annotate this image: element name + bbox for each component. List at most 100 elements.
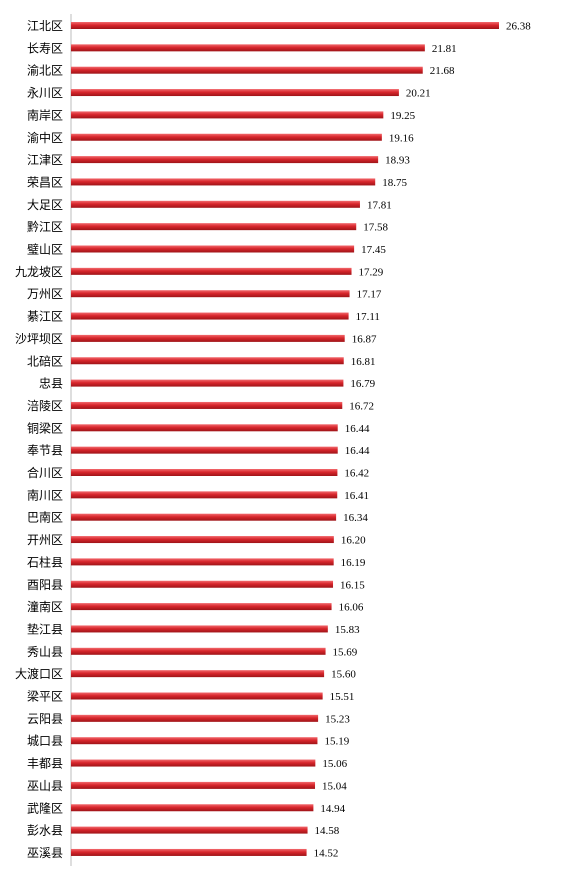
value-label: 17.29 [359,266,384,278]
value-label: 15.83 [335,624,360,636]
category-label: 江津区 [27,153,63,167]
category-label: 铜梁区 [27,420,63,435]
bar [71,804,314,812]
bar [71,781,316,789]
value-label: 18.75 [382,177,407,189]
bar [71,267,352,275]
category-label: 江北区 [27,19,63,33]
bar [71,66,423,74]
bar [71,558,334,566]
value-label: 16.44 [345,445,370,457]
bars [71,22,499,856]
value-label: 15.60 [331,669,356,681]
category-label: 长寿区 [27,41,63,55]
value-label: 16.06 [339,602,364,614]
bar [71,647,326,655]
bar [71,826,308,834]
value-label: 16.81 [351,356,376,368]
category-label: 巴南区 [27,510,63,525]
value-label: 21.81 [432,43,457,55]
value-label: 19.25 [390,110,415,122]
category-label: 忠县 [39,377,63,391]
bar [71,357,344,365]
category-label: 奉节县 [27,444,63,458]
value-label: 17.58 [363,222,388,234]
category-label: 沙坪坝区 [15,332,63,346]
category-label: 垫江县 [27,621,63,636]
value-label: 15.19 [324,736,349,748]
bar [71,625,328,633]
value-label: 16.44 [345,423,370,435]
bar [71,692,323,700]
category-label: 彭水县 [27,824,63,838]
bar [71,133,382,141]
bar [71,469,338,476]
bar [71,536,334,544]
bar [71,580,334,588]
bar [71,223,357,231]
category-label: 南川区 [27,487,63,502]
category-label: 秀山县 [27,645,63,659]
bar [71,513,337,521]
category-label: 北碚区 [27,353,63,368]
category-label: 渝北区 [27,63,63,78]
bar [71,334,345,342]
category-label: 大渡口区 [15,666,63,681]
value-label: 14.58 [315,825,340,837]
category-label: 荣昌区 [27,175,63,189]
category-label: 城口县 [27,734,63,748]
value-label: 17.17 [357,289,382,301]
category-label: 万州区 [27,287,63,301]
bar [71,759,316,767]
bar [71,156,379,164]
bar [71,379,344,387]
value-label: 14.94 [320,803,345,815]
bar [71,401,343,409]
category-label: 潼南区 [27,599,63,614]
value-label: 16.42 [344,468,369,480]
value-labels: 26.38 21.81 21.68 20.21 19.25 19.16 18.93 18.75… [314,21,532,860]
value-label: 16.72 [349,400,374,412]
value-label: 16.79 [350,378,375,390]
category-label: 永川区 [27,86,63,100]
bar [71,737,318,745]
value-label: 20.21 [406,88,431,100]
category-label: 黔江区 [27,219,63,234]
category-label: 九龙坡区 [15,265,63,279]
bar [71,44,425,52]
category-label: 渝中区 [27,130,63,145]
category-label: 巫溪县 [27,846,63,860]
value-label: 15.06 [322,758,347,770]
value-label: 17.81 [367,199,392,211]
category-label: 梁平区 [27,689,63,704]
value-label: 18.93 [385,155,410,167]
value-label: 14.52 [314,847,339,859]
value-label: 16.19 [341,557,366,569]
bar [71,312,349,320]
category-label: 开州区 [27,533,63,547]
category-label: 酉阳县 [27,578,63,592]
category-label: 石柱县 [27,554,63,569]
category-label: 綦江区 [27,310,63,324]
category-label: 涪陵区 [27,398,63,413]
bar [71,424,338,432]
category-labels: 江北区长寿区渝北区永川区南岸区渝中区江津区荣昌区大足区黔江区璧山区九龙坡区万州区… [15,19,63,860]
bar [71,603,332,611]
bar [71,245,355,253]
bar [71,491,338,499]
category-label: 巫山县 [27,779,63,793]
value-label: 16.34 [343,512,368,524]
category-label: 璧山区 [27,242,63,257]
bar [71,111,384,119]
value-label: 17.11 [356,311,380,323]
bar [71,22,499,29]
value-label: 19.16 [389,132,414,144]
value-label: 15.23 [325,713,350,725]
value-label: 15.69 [333,646,358,658]
value-label: 21.68 [430,65,455,77]
bar [71,714,319,722]
value-label: 26.38 [506,21,531,33]
value-label: 17.45 [361,244,386,256]
category-label: 云阳县 [27,712,63,726]
category-label: 南岸区 [27,107,63,122]
